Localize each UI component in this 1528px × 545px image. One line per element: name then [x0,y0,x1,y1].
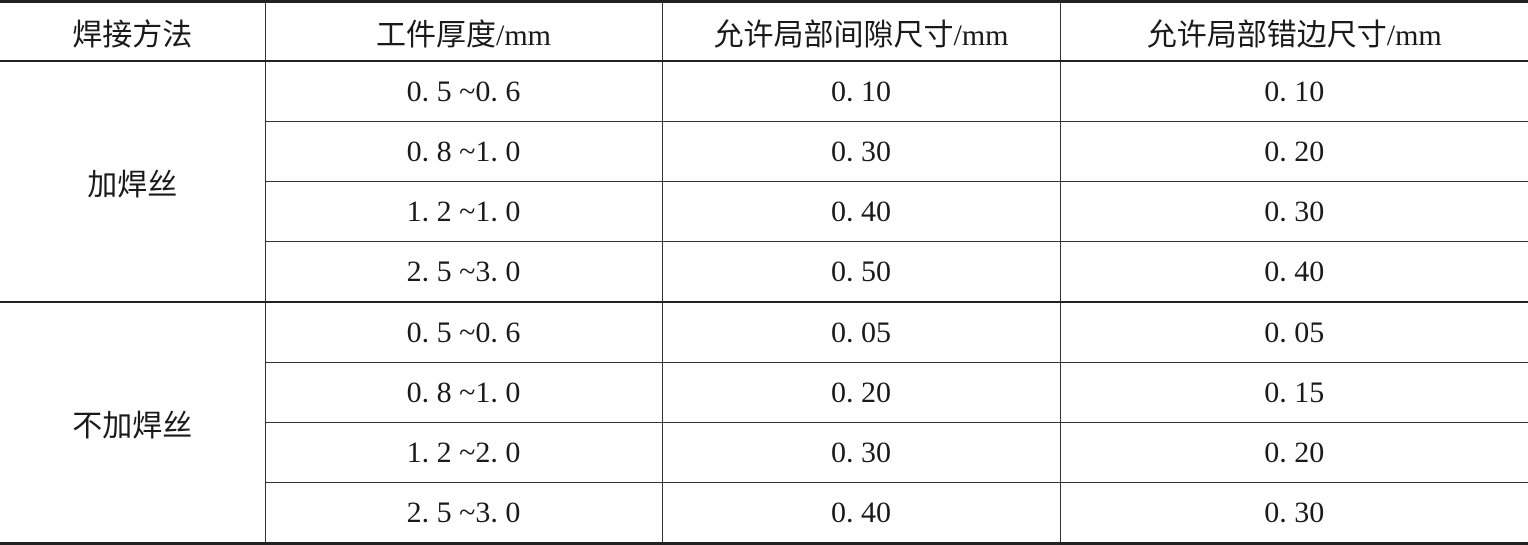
cell-method: 加焊丝 [0,60,266,303]
cell-gap: 0. 40 [661,482,1061,544]
cell-misalignment: 0. 10 [1059,60,1528,122]
table-row: 0. 8 ~1. 0 0. 20 0. 15 [0,362,1528,423]
table-row: 不加焊丝 0. 5 ~0. 6 0. 05 0. 05 [0,301,1528,544]
table-row: 1. 2 ~1. 0 0. 40 0. 30 [0,181,1528,242]
header-misalignment: 允许局部错边尺寸/mm [1059,1,1528,62]
cell-gap: 0. 30 [661,121,1061,182]
cell-thickness: 0. 8 ~1. 0 [265,121,663,182]
cell-thickness: 1. 2 ~2. 0 [265,422,663,483]
table-row: 加焊丝 0. 5 ~0. 6 0. 10 0. 10 [0,60,1528,303]
header-method: 焊接方法 [0,1,266,62]
table-row: 1. 2 ~2. 0 0. 30 0. 20 [0,422,1528,483]
cell-gap: 0. 30 [661,422,1061,483]
header-thickness: 工件厚度/mm [264,1,663,62]
cell-thickness: 2. 5 ~3. 0 [265,241,663,303]
header-row: 焊接方法 工件厚度/mm 允许局部间隙尺寸/mm 允许局部错边尺寸/mm [0,1,1528,62]
table-row: 0. 8 ~1. 0 0. 30 0. 20 [0,121,1528,182]
cell-thickness: 0. 5 ~0. 6 [264,301,663,363]
cell-gap: 0. 10 [661,60,1061,122]
cell-misalignment: 0. 30 [1059,181,1528,242]
table-row: 2. 5 ~3. 0 0. 40 0. 30 [0,482,1528,544]
cell-gap: 0. 20 [661,362,1061,423]
cell-gap: 0. 40 [661,181,1061,242]
cell-gap: 0. 05 [661,301,1061,363]
header-gap: 允许局部间隙尺寸/mm [661,1,1061,62]
cell-misalignment: 0. 20 [1059,121,1528,182]
cell-thickness: 1. 2 ~1. 0 [265,181,663,242]
cell-misalignment: 0. 30 [1059,482,1528,544]
cell-misalignment: 0. 05 [1059,301,1528,363]
cell-thickness: 0. 8 ~1. 0 [265,362,663,423]
cell-misalignment: 0. 15 [1059,362,1528,423]
cell-misalignment: 0. 40 [1059,241,1528,303]
cell-thickness: 2. 5 ~3. 0 [265,482,663,544]
cell-misalignment: 0. 20 [1059,422,1528,483]
cell-method: 不加焊丝 [0,301,266,544]
cell-thickness: 0. 5 ~0. 6 [264,60,663,122]
cell-gap: 0. 50 [661,241,1061,303]
